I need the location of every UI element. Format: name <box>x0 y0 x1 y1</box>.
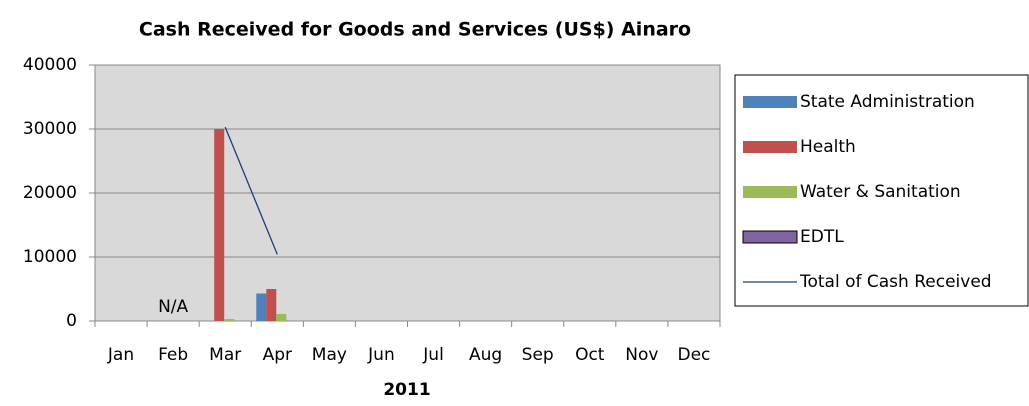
legend-swatch <box>743 141 797 153</box>
bar <box>256 293 267 321</box>
bar <box>214 129 225 321</box>
legend-label: EDTL <box>800 227 844 247</box>
chart-title: Cash Received for Goods and Services (US… <box>139 19 691 41</box>
y-tick-label: 20000 <box>23 183 77 203</box>
y-tick-label: 10000 <box>23 247 77 267</box>
bar <box>224 319 235 321</box>
x-tick-label: Feb <box>158 345 188 365</box>
x-tick-label: Oct <box>575 345 605 365</box>
line <box>224 126 278 255</box>
legend-label: Water & Sanitation <box>800 182 961 202</box>
legend-swatch <box>743 186 797 198</box>
legend-label: State Administration <box>800 92 975 112</box>
x-tick-label: Jan <box>107 345 134 365</box>
bar <box>276 313 287 321</box>
annotation: N/A <box>158 297 188 317</box>
x-tick-label: Aug <box>469 345 502 365</box>
x-tick-label: May <box>312 345 347 365</box>
y-tick-label: 30000 <box>23 119 77 139</box>
legend-swatch <box>743 96 797 108</box>
x-tick-label: Apr <box>263 345 292 365</box>
x-tick-label: Sep <box>522 345 554 365</box>
x-tick-label: Nov <box>625 345 658 365</box>
bar <box>266 289 277 321</box>
x-tick-label: Jul <box>422 345 444 365</box>
y-tick-label: 40000 <box>23 55 77 75</box>
legend-label: Health <box>800 137 856 157</box>
x-axis-label: 2011 <box>383 380 430 400</box>
x-tick-label: Jun <box>367 345 395 365</box>
legend-swatch <box>742 230 798 244</box>
legend-label: Total of Cash Received <box>799 272 992 292</box>
y-tick-label: 0 <box>66 311 77 331</box>
x-tick-label: Mar <box>209 345 241 365</box>
x-tick-label: Dec <box>678 345 711 365</box>
